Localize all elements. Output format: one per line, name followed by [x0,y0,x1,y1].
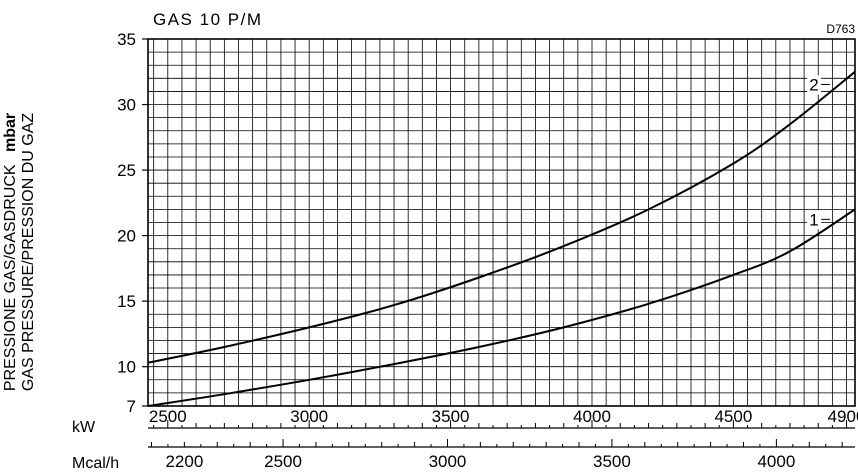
mcal-tick-label: 3000 [429,452,467,471]
plot-frame [147,38,856,407]
mcal-tick-label: 2200 [165,452,203,471]
series-label-2: 2 [809,75,818,94]
chart-text: GAS 10 P/M D763 PRESSIONE GAS/GASDRUCK m… [2,10,855,472]
y-tick-label: 7 [127,397,136,416]
x-secondary-unit: Mcal/h [72,455,119,472]
mcal-tick-label: 4000 [757,452,795,471]
axes [142,38,856,448]
kw-tick-label: 3000 [290,407,328,426]
y-axis-label-text: PRESSIONE GAS/GASDRUCK [2,164,19,391]
series-label-bg [807,75,822,95]
y-tick-label: 15 [117,292,136,311]
series-label-1: 1 [809,210,818,229]
mcal-tick-label: 2500 [264,452,302,471]
x-primary-unit: kW [72,419,96,436]
kw-tick-label: 4000 [573,407,611,426]
y-axis-unit: mbar [2,113,19,152]
chart-code: D763 [826,22,855,36]
series-line-1 [147,208,856,407]
y-tick-label: 10 [117,358,136,377]
chart-title: GAS 10 P/M [153,10,262,29]
kw-tick-label: 2500 [149,407,187,426]
series-line-2 [147,71,856,364]
y-tick-label: 25 [117,161,136,180]
series-lines: 12 [147,71,856,407]
y-tick-label: 30 [117,96,136,115]
mcal-tick-label: 3500 [593,452,631,471]
y-axis-label-line1: PRESSIONE GAS/GASDRUCK mbar [2,113,19,391]
y-tick-label: 20 [117,227,136,246]
series-label-bg [807,210,822,230]
kw-tick-label: 4900 [828,407,858,426]
kw-tick-label: 3500 [432,407,470,426]
y-tick-label: 35 [117,30,136,49]
tick-labels: 7 10 15 20 25 30 35 2500 3000 3500 4000 4500 4900 220… [117,30,858,471]
grid [148,39,855,406]
kw-tick-label: 4500 [714,407,752,426]
y-axis-label-line2: GAS PRESSURE/PRESSION DU GAZ [20,113,37,392]
